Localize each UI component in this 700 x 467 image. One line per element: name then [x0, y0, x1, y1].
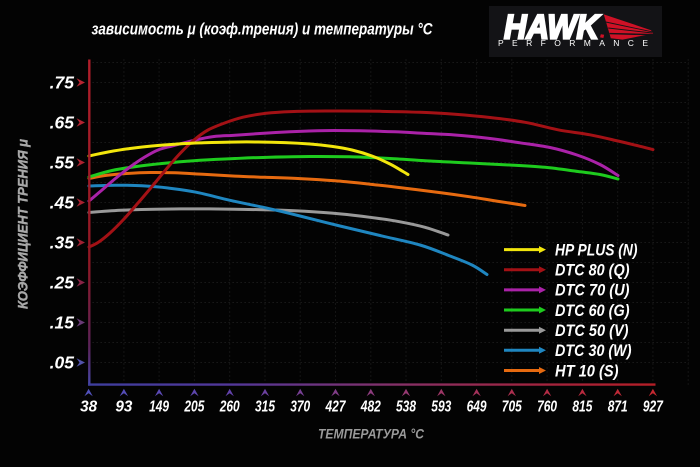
- svg-text:PERFORMANCE: PERFORMANCE: [498, 38, 648, 48]
- svg-text:HP PLUS (N): HP PLUS (N): [555, 241, 638, 259]
- svg-text:DTC 80 (Q): DTC 80 (Q): [555, 262, 630, 280]
- svg-text:.45: .45: [50, 193, 75, 213]
- svg-text:HT 10 (S): HT 10 (S): [555, 362, 619, 380]
- svg-text:315: 315: [255, 399, 275, 416]
- svg-text:927: 927: [643, 399, 664, 416]
- svg-text:538: 538: [396, 399, 416, 416]
- svg-text:DTC 30 (W): DTC 30 (W): [555, 342, 632, 360]
- svg-text:871: 871: [608, 399, 628, 416]
- svg-text:705: 705: [502, 399, 522, 416]
- svg-text:.15: .15: [50, 313, 75, 333]
- svg-text:.25: .25: [50, 273, 75, 293]
- svg-text:205: 205: [184, 399, 205, 416]
- svg-text:93: 93: [115, 399, 132, 416]
- svg-text:815: 815: [572, 399, 592, 416]
- svg-text:DTC 60 (G): DTC 60 (G): [555, 302, 630, 320]
- svg-text:зависимость μ (коэф.трения) и: зависимость μ (коэф.трения) и температур…: [92, 20, 434, 39]
- svg-text:.55: .55: [50, 153, 75, 173]
- svg-text:.05: .05: [50, 353, 75, 373]
- svg-text:ТЕМПЕРАТУРА °C: ТЕМПЕРАТУРА °C: [318, 427, 424, 442]
- svg-text:149: 149: [149, 399, 169, 416]
- svg-text:649: 649: [467, 399, 487, 416]
- svg-text:593: 593: [431, 399, 451, 416]
- svg-text:38: 38: [80, 399, 97, 416]
- svg-text:.65: .65: [50, 113, 75, 133]
- svg-text:КОЭФФИЦИЕНТ ТРЕНИЯ μ: КОЭФФИЦИЕНТ ТРЕНИЯ μ: [16, 138, 31, 309]
- svg-text:370: 370: [290, 399, 310, 416]
- svg-text:482: 482: [360, 399, 381, 416]
- svg-text:.75: .75: [50, 73, 75, 93]
- svg-text:427: 427: [325, 399, 347, 416]
- svg-text:260: 260: [219, 399, 240, 416]
- svg-text:DTC 70 (U): DTC 70 (U): [555, 282, 630, 300]
- svg-text:HAWK: HAWK: [504, 8, 601, 46]
- svg-text:760: 760: [537, 399, 557, 416]
- svg-text:DTC 50 (V): DTC 50 (V): [555, 322, 629, 340]
- svg-text:.35: .35: [50, 233, 75, 253]
